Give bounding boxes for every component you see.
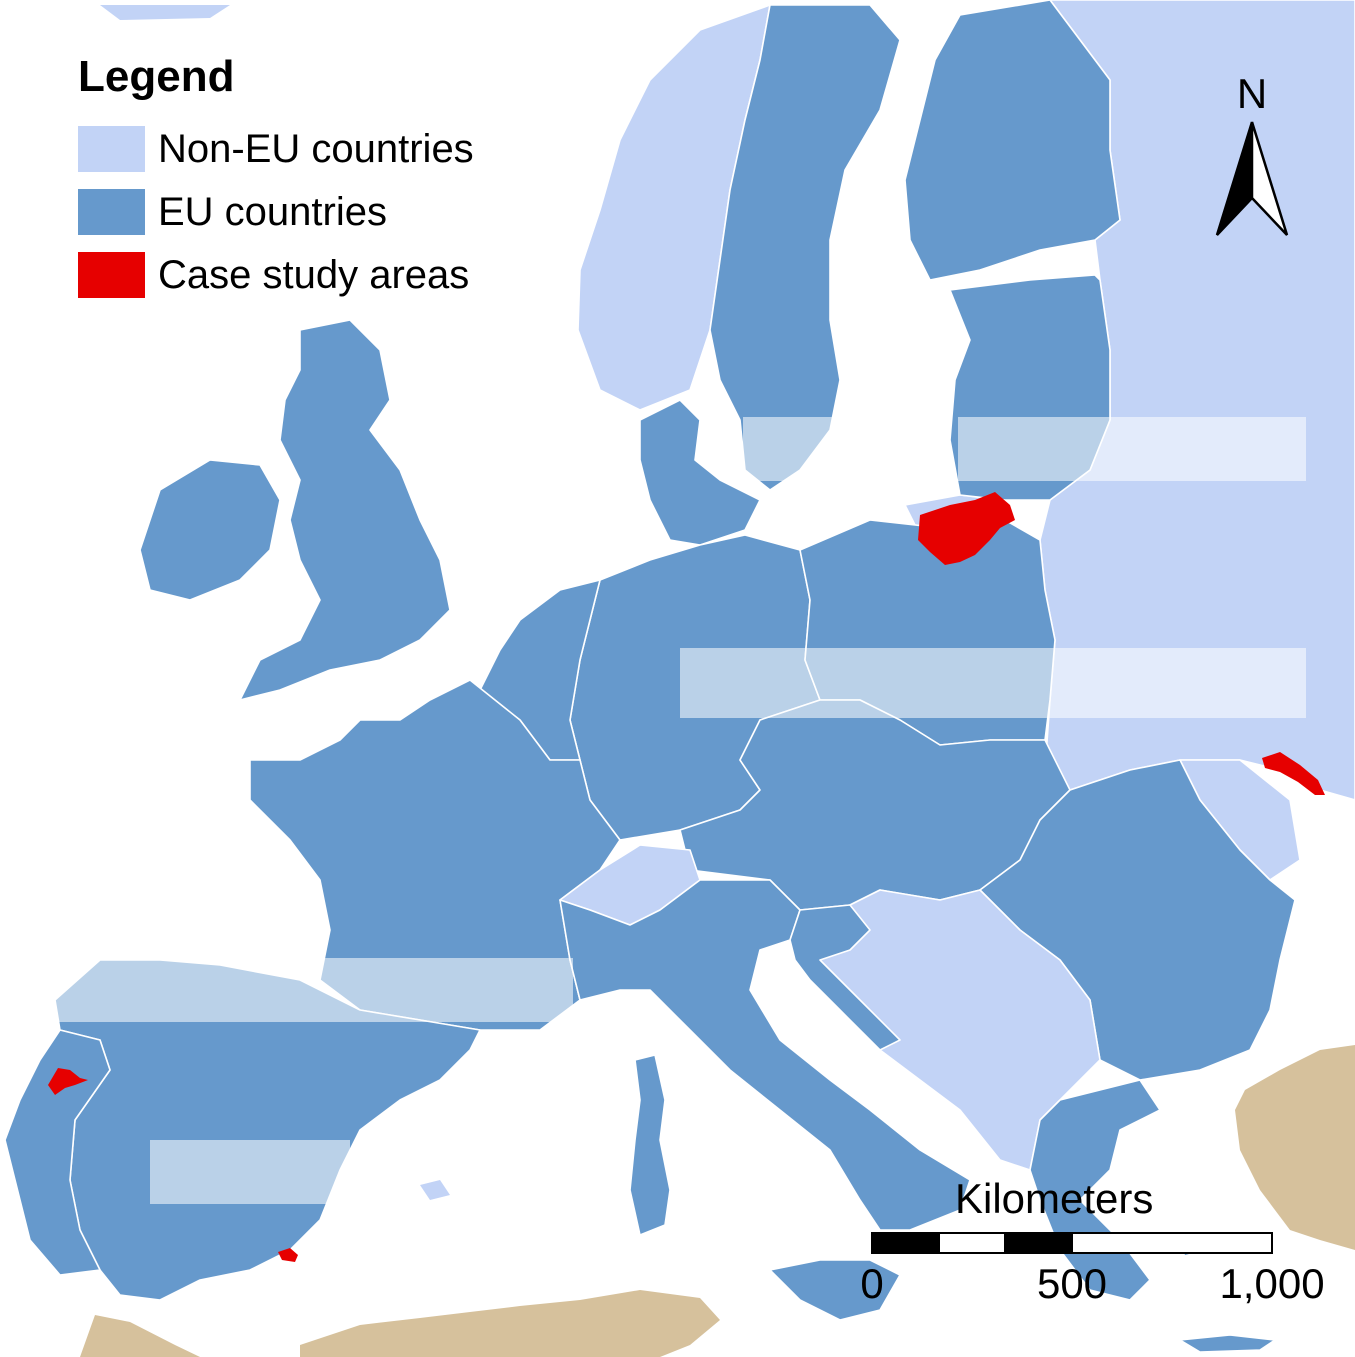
benelux — [479, 579, 601, 761]
scale-bar-title: Kilometers — [955, 1175, 1154, 1222]
scale-tick-0: 0 — [860, 1260, 884, 1307]
portugal — [4, 1029, 111, 1276]
ireland — [139, 459, 281, 601]
scale-tick-500: 500 — [1036, 1260, 1108, 1307]
label-band-2 — [958, 417, 1306, 481]
north-africa — [80, 1290, 720, 1357]
case-area-spain — [278, 1248, 298, 1262]
label-band-4 — [55, 958, 573, 1022]
legend-title: Legend — [78, 52, 235, 101]
legend-label-non-eu: Non-EU countries — [158, 126, 474, 171]
sicily — [769, 1259, 901, 1321]
crete — [1179, 1334, 1276, 1353]
legend-item-eu: EU countries — [78, 187, 548, 237]
legend-item-case: Case study areas — [78, 250, 548, 300]
north-arrow-icon — [1215, 121, 1289, 236]
svalbard — [100, 5, 230, 20]
legend-swatch-non-eu — [78, 126, 145, 172]
case-area-portugal — [48, 1068, 88, 1095]
italy — [559, 879, 971, 1231]
case-area-ukraine — [1262, 752, 1325, 795]
case-area-poland — [918, 492, 1015, 565]
label-band-3 — [680, 648, 1306, 718]
croatia — [789, 904, 901, 1051]
legend-label-eu: EU countries — [158, 189, 387, 234]
scale-bar: Kilometers 0 500 1,000 — [850, 1175, 1324, 1315]
north-arrow-letter: N — [1236, 70, 1268, 117]
north-arrow: N — [1212, 70, 1292, 240]
scale-tick-1000: 1,000 — [1219, 1260, 1325, 1307]
scale-bar-graphic — [871, 1232, 1273, 1254]
legend-swatch-eu — [78, 189, 145, 235]
label-band-5 — [150, 1140, 350, 1204]
sardinia-corsica — [629, 1054, 671, 1236]
balearic-islands — [420, 1180, 450, 1200]
legend-item-non-eu: Non-EU countries — [78, 124, 548, 174]
legend: Legend Non-EU countries EU countries Cas… — [78, 52, 548, 313]
great-britain — [239, 319, 451, 701]
legend-swatch-case — [78, 252, 145, 298]
legend-label-case: Case study areas — [158, 252, 470, 297]
denmark — [639, 399, 761, 546]
label-band-1 — [743, 417, 838, 481]
finland — [904, 0, 1121, 281]
turkey — [1235, 1045, 1355, 1250]
